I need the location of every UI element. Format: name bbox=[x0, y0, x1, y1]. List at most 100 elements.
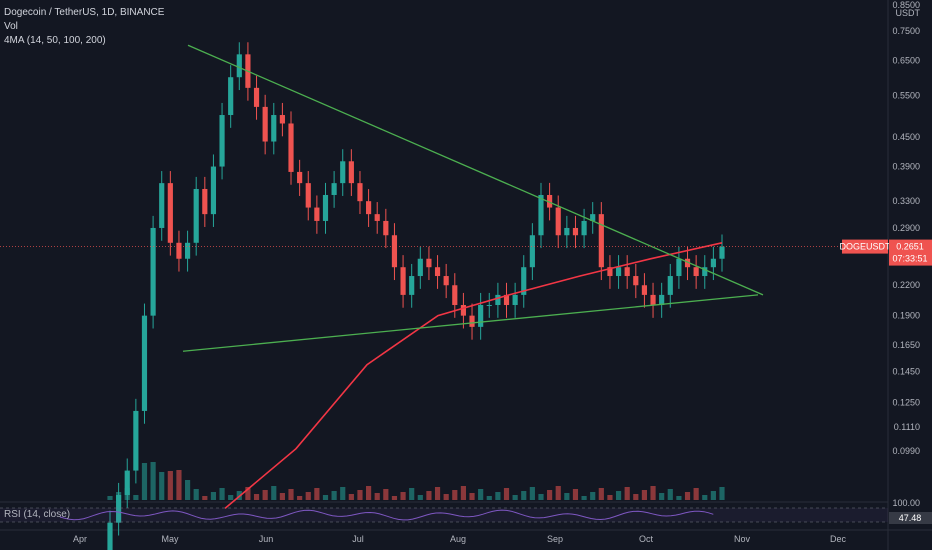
volume-bar bbox=[228, 495, 234, 500]
volume-bar bbox=[659, 493, 665, 500]
time-tick-label: Sep bbox=[547, 534, 563, 544]
candle-body bbox=[288, 123, 294, 172]
volume-bar bbox=[331, 491, 337, 500]
volume-bar bbox=[460, 486, 466, 500]
volume-bar bbox=[279, 493, 285, 500]
rsi-axis-top: 100.00 bbox=[892, 498, 920, 508]
volume-bar bbox=[297, 496, 303, 500]
candle-body bbox=[409, 276, 415, 295]
candle-body bbox=[400, 267, 406, 295]
candle-body bbox=[193, 188, 199, 243]
candle-body bbox=[684, 258, 691, 268]
last-price-label: 0.2651 bbox=[896, 242, 924, 252]
countdown-label: 07:33:51 bbox=[892, 254, 927, 264]
candle-body bbox=[581, 220, 587, 236]
candle-body bbox=[676, 258, 682, 277]
time-tick-label: Nov bbox=[734, 534, 751, 544]
volume-bar bbox=[176, 470, 182, 500]
volume-bar bbox=[486, 496, 492, 500]
candle-body bbox=[374, 214, 380, 221]
volume-bar bbox=[348, 494, 354, 500]
rsi-band bbox=[0, 508, 888, 522]
candle-body bbox=[159, 183, 165, 228]
volume-bar bbox=[581, 496, 587, 500]
price-tick-label: 0.6500 bbox=[892, 56, 920, 66]
candle-body bbox=[512, 294, 518, 306]
currency-label: USDT bbox=[896, 8, 921, 18]
price-tick-label: 0.1110 bbox=[894, 422, 920, 432]
candle-body bbox=[624, 267, 630, 277]
volume-bar bbox=[710, 491, 716, 500]
price-tick-label: 0.2200 bbox=[892, 280, 920, 290]
volume-bar bbox=[529, 487, 535, 500]
volume-bar bbox=[555, 486, 561, 500]
candle-body bbox=[116, 495, 122, 523]
price-tick-label: 0.1650 bbox=[892, 340, 920, 350]
candle-body bbox=[133, 410, 139, 471]
volume-bar bbox=[193, 489, 199, 500]
volume-bar bbox=[340, 487, 346, 500]
volume-bar bbox=[676, 496, 682, 500]
candle-body bbox=[633, 276, 639, 286]
volume-bar bbox=[478, 489, 484, 500]
volume-bar bbox=[512, 495, 518, 500]
rsi-value-label: 47.48 bbox=[899, 513, 922, 523]
chart-legend: Dogecoin / TetherUS, 1D, BINANCE Vol 4MA… bbox=[4, 6, 164, 48]
volume-bar bbox=[374, 493, 380, 500]
volume-bar bbox=[719, 487, 725, 500]
price-tick-label: 0.0990 bbox=[892, 446, 920, 456]
volume-bar bbox=[391, 496, 398, 500]
candle-body bbox=[478, 305, 484, 327]
candle-body bbox=[460, 305, 466, 316]
symbol-tag: DOGEUSDT bbox=[839, 242, 891, 252]
volume-bar bbox=[366, 486, 372, 500]
candle-body bbox=[322, 194, 329, 221]
candle-body bbox=[141, 315, 148, 411]
volume-bar bbox=[521, 491, 527, 500]
time-tick-label: Oct bbox=[639, 534, 654, 544]
symbol-title: Dogecoin / TetherUS, 1D, BINANCE bbox=[4, 7, 165, 18]
moving-average-line bbox=[224, 242, 723, 510]
volume-label: Vol bbox=[4, 21, 18, 32]
volume-bar bbox=[357, 490, 363, 500]
candle-body bbox=[305, 183, 311, 208]
candle-body bbox=[202, 188, 208, 215]
volume-bar bbox=[615, 491, 622, 500]
candle-body bbox=[547, 194, 553, 208]
candle-body bbox=[469, 315, 475, 327]
volume-bar bbox=[607, 495, 613, 500]
volume-bar bbox=[503, 488, 510, 500]
candle-body bbox=[667, 276, 673, 295]
volume-bar bbox=[245, 487, 251, 500]
candle-body bbox=[340, 161, 346, 184]
volume-bar bbox=[383, 489, 389, 500]
candle-body bbox=[236, 54, 242, 78]
time-tick-label: Jul bbox=[352, 534, 364, 544]
volume-bar bbox=[443, 494, 449, 500]
time-tick-label: May bbox=[161, 534, 179, 544]
volume-bar bbox=[693, 488, 699, 500]
candle-body bbox=[710, 258, 716, 268]
candle-body bbox=[607, 267, 613, 277]
price-tick-label: 0.4500 bbox=[892, 132, 920, 142]
candle-body bbox=[262, 106, 268, 142]
candle-body bbox=[443, 276, 449, 286]
volume-bar bbox=[547, 490, 553, 500]
rsi-value-box bbox=[889, 512, 932, 524]
candle-body bbox=[538, 194, 544, 236]
candle-body bbox=[253, 87, 260, 107]
volume-bar bbox=[452, 490, 458, 500]
candle-body bbox=[391, 235, 398, 268]
volume-bar bbox=[417, 495, 423, 500]
volume-bar bbox=[262, 490, 268, 500]
candle-body bbox=[572, 227, 579, 236]
price-tick-label: 0.3900 bbox=[892, 162, 920, 172]
volume-bar bbox=[400, 492, 406, 500]
volume-bar bbox=[202, 496, 208, 500]
candle-body bbox=[615, 267, 622, 277]
time-tick-label: Dec bbox=[830, 534, 847, 544]
candle-body bbox=[219, 115, 225, 167]
volume-bar bbox=[590, 492, 596, 500]
volume-bar bbox=[650, 486, 656, 500]
